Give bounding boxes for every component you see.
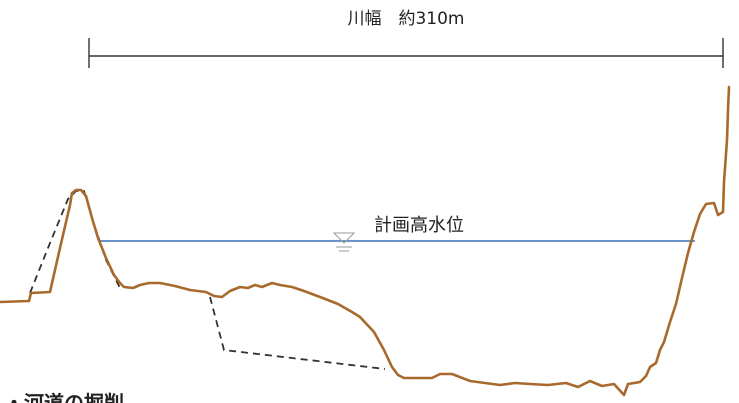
excavation-caption: ・河道の掘削 [4, 391, 124, 403]
water-level-symbol-icon [332, 232, 356, 252]
river-width-label: 川幅 約310m [347, 9, 464, 29]
planned-high-water-level: 計画高水位 [100, 215, 695, 252]
excavation-dashed-line [209, 296, 386, 370]
water-level-label: 計画高水位 [374, 215, 464, 236]
excavation-profile [29, 190, 386, 370]
levee-slope-dashed-line [29, 190, 121, 294]
ground-profile-line [0, 85, 731, 397]
river-width-dimension: 川幅 約310m [88, 9, 724, 68]
